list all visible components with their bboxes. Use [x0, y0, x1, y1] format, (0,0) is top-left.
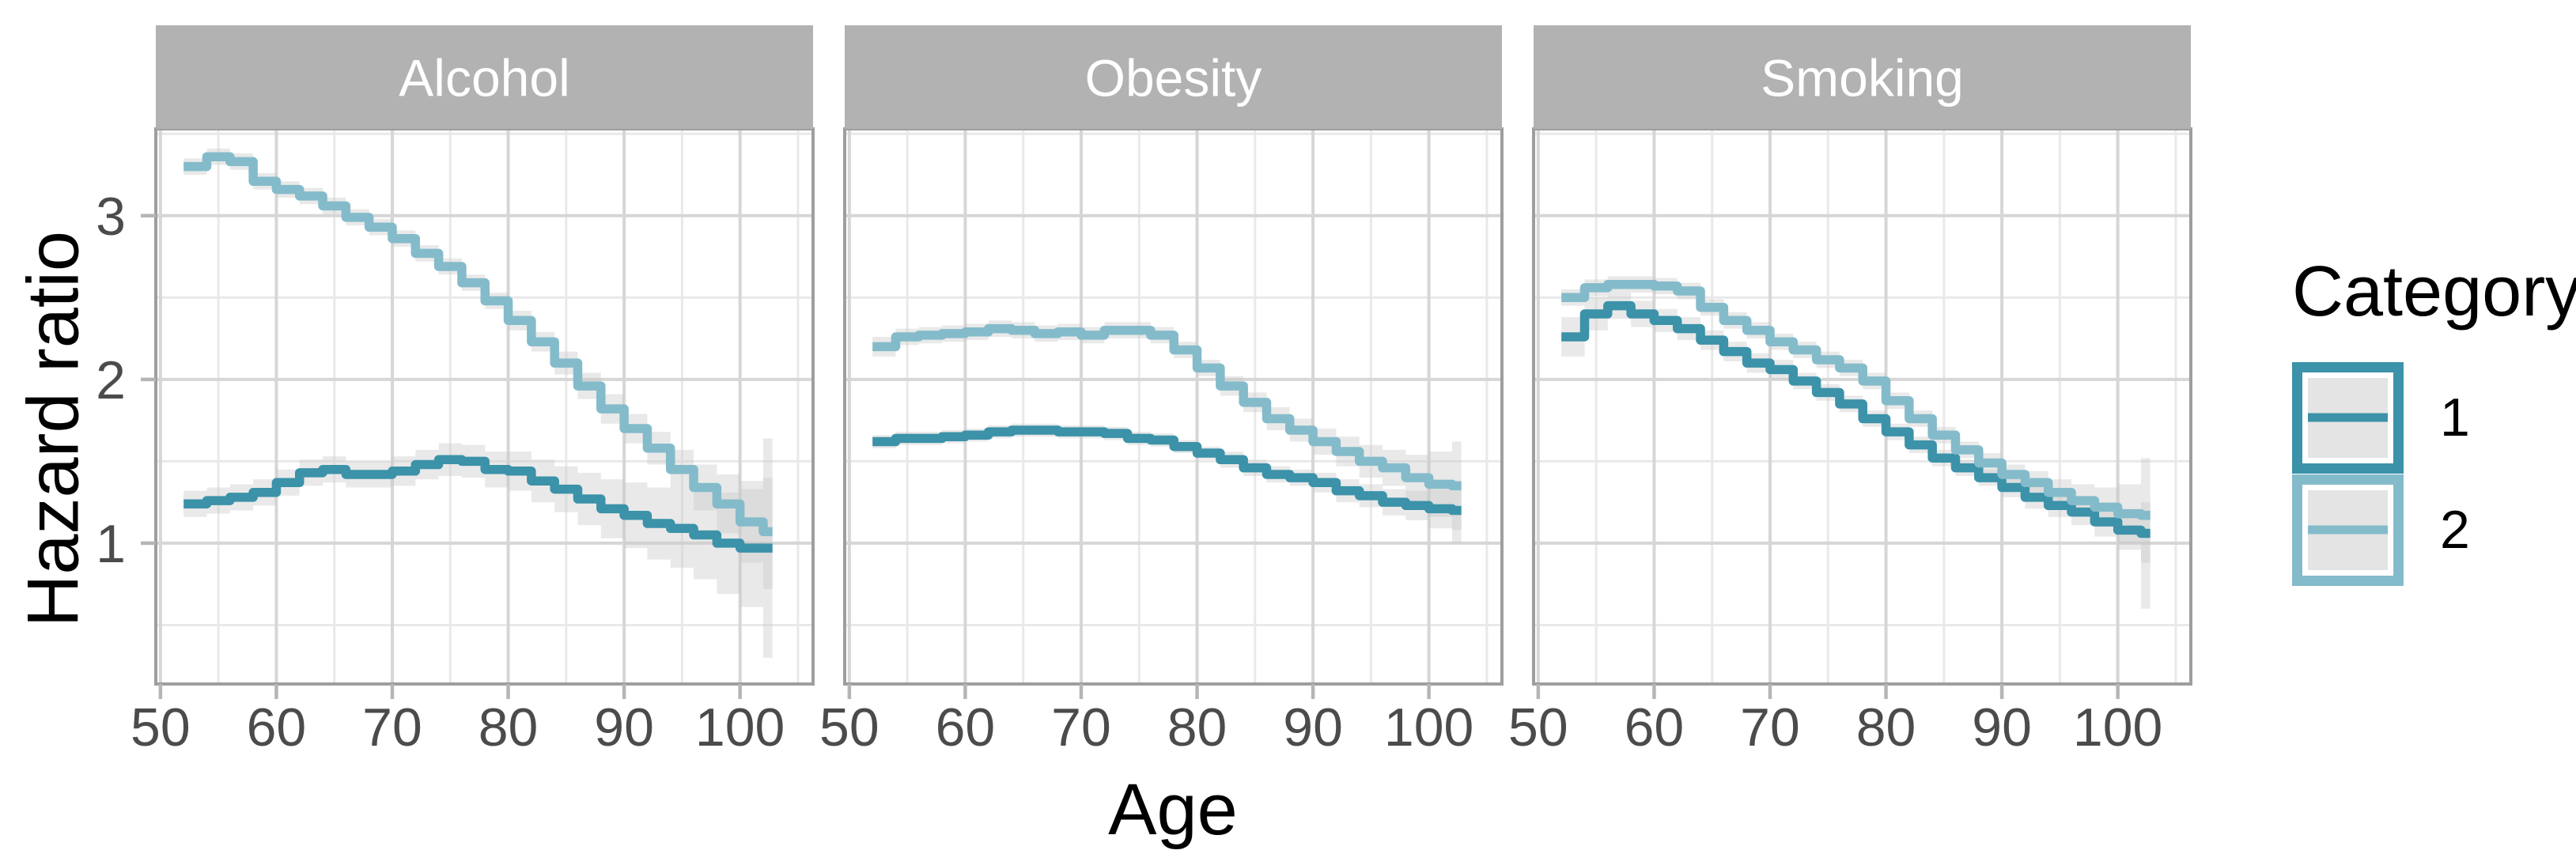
y-tick-label: 3	[96, 187, 126, 247]
series-line-category-2	[872, 323, 1462, 491]
legend-swatch-line	[2308, 413, 2388, 422]
ci-ribbon-category-2	[872, 320, 1462, 531]
facet-title: Smoking	[1761, 49, 1964, 108]
legend-swatch-ribbon	[2308, 489, 2388, 570]
y-tick-label: 1	[96, 514, 126, 574]
series-line-category-1	[872, 425, 1462, 516]
legend-entry-category-2: 2	[2292, 474, 2576, 586]
x-tick-label: 100	[1384, 697, 1473, 758]
series-line-category-2	[1561, 279, 2150, 520]
facet-panel-alcohol: Alcohol 50 60 70 80 90 100	[131, 25, 815, 758]
series-line-category-1	[183, 455, 773, 553]
x-tick-label: 50	[1508, 697, 1568, 758]
facet-title: Alcohol	[399, 49, 569, 108]
x-tick-label: 60	[936, 697, 996, 758]
x-axis-title: Age	[1108, 769, 1238, 850]
x-tick-label: 60	[247, 697, 307, 758]
x-tick-label: 80	[1856, 697, 1916, 758]
legend-swatch-category-2-icon	[2292, 474, 2404, 586]
facet-strip	[1534, 25, 2191, 129]
y-tick-label: 2	[96, 350, 126, 410]
x-tick-label: 70	[1051, 697, 1111, 758]
x-tick-label: 90	[1283, 697, 1343, 758]
legend-swatch-category-1-icon	[2292, 361, 2404, 474]
facet-panel-smoking: Smoking 50 60 70 80 90 100	[1508, 25, 2192, 758]
x-tick-label: 100	[695, 697, 785, 758]
legend-label-category-2: 2	[2440, 500, 2470, 560]
x-tick-label: 60	[1625, 697, 1685, 758]
x-tick-label: 50	[131, 697, 191, 758]
panel-background	[845, 129, 1502, 684]
x-tick-label: 100	[2073, 697, 2162, 758]
legend: Category 1 2	[2292, 251, 2576, 586]
ci-ribbon-category-1	[183, 443, 773, 658]
y-axis-title: Hazard ratio	[13, 230, 94, 628]
facet-strip	[845, 25, 1502, 129]
panel-background	[156, 129, 813, 684]
legend-label-category-1: 1	[2440, 387, 2470, 448]
series-line-category-2	[183, 152, 773, 537]
legend-swatch-ribbon	[2308, 377, 2388, 458]
facet-title: Obesity	[1085, 49, 1262, 108]
series-line-category-1	[1561, 300, 2150, 538]
facet-strip	[156, 25, 813, 129]
facet-panel-obesity: Obesity 50 60 70 80 90 100	[819, 25, 1504, 758]
x-tick-label: 90	[1972, 697, 2032, 758]
x-tick-label: 90	[594, 697, 654, 758]
legend-entry-category-1: 1	[2292, 361, 2576, 474]
x-tick-label: 70	[362, 697, 422, 758]
x-tick-label: 80	[479, 697, 539, 758]
x-tick-label: 70	[1740, 697, 1800, 758]
legend-swatch-line	[2308, 525, 2388, 535]
x-tick-label: 80	[1167, 697, 1227, 758]
x-tick-label: 50	[819, 697, 879, 758]
legend-title: Category	[2292, 252, 2576, 331]
